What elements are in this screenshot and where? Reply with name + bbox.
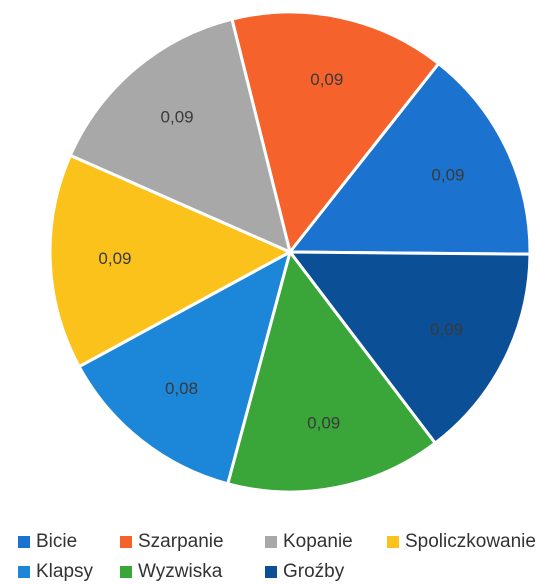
pie-slice xyxy=(68,17,293,255)
legend-label: Groźby xyxy=(283,561,345,582)
data-label: 0,09 xyxy=(161,108,194,127)
pie-slice xyxy=(286,250,532,446)
legend-swatch xyxy=(18,566,30,578)
legend-label: Bicie xyxy=(36,531,77,552)
data-label: 0,08 xyxy=(165,379,198,398)
legend-label: Szarpanie xyxy=(138,531,224,552)
pie-slice xyxy=(77,249,293,486)
pie-slice xyxy=(225,248,438,494)
legend-swatch xyxy=(265,536,277,548)
legend-label: Klapsy xyxy=(36,561,94,582)
data-label: 0,09 xyxy=(98,249,131,268)
data-label: 0,09 xyxy=(310,70,343,89)
legend-swatch xyxy=(120,536,132,548)
legend-label: Kopanie xyxy=(283,531,353,552)
data-label: 0,09 xyxy=(431,166,464,185)
pie-slice xyxy=(48,153,294,369)
data-label: 0,09 xyxy=(307,413,340,432)
legend-swatch xyxy=(265,566,277,578)
legend-swatch xyxy=(387,536,399,548)
pie-slice xyxy=(230,10,441,256)
legend-swatch xyxy=(120,566,132,578)
legend-label: Wyzwiska xyxy=(138,561,223,582)
data-label: 0,09 xyxy=(430,320,463,339)
legend-swatch xyxy=(18,536,30,548)
pie-slice xyxy=(286,61,532,256)
legend-label: Spoliczkowanie xyxy=(405,531,536,552)
